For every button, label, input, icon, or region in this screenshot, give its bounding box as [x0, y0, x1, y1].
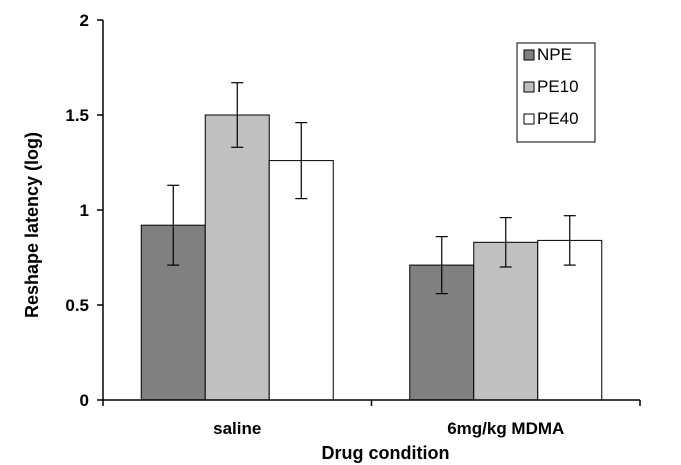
- y-tick-label: 1.5: [65, 106, 89, 125]
- bars-layer: [140, 114, 603, 401]
- bar-pe40: [268, 160, 334, 401]
- legend-swatch-pe10: [523, 81, 535, 93]
- x-category-labels: saline 6mg/kg MDMA: [102, 400, 641, 438]
- legend: NPE PE10 PE40: [516, 42, 596, 143]
- bar-pe40: [537, 239, 603, 401]
- error-bars-layer: [167, 82, 576, 295]
- y-tick-label: 0.5: [65, 296, 89, 315]
- legend-label-pe10: PE10: [537, 77, 579, 96]
- legend-label-pe40: PE40: [537, 109, 579, 128]
- y-axis-title: Reshape latency (log): [22, 132, 42, 318]
- x-axis-title: Drug condition: [322, 443, 450, 463]
- y-ticks: 0 0.5 1 1.5 2: [65, 11, 103, 410]
- legend-swatch-pe40: [523, 113, 535, 125]
- y-tick-label: 1: [80, 201, 89, 220]
- bar-pe10: [204, 114, 270, 401]
- legend-swatch-npe: [523, 49, 535, 61]
- y-tick-label: 0: [80, 391, 89, 410]
- x-category-label: 6mg/kg MDMA: [447, 419, 564, 438]
- y-tick-label: 2: [80, 11, 89, 30]
- legend-label-npe: NPE: [537, 45, 572, 64]
- x-category-label: saline: [213, 419, 261, 438]
